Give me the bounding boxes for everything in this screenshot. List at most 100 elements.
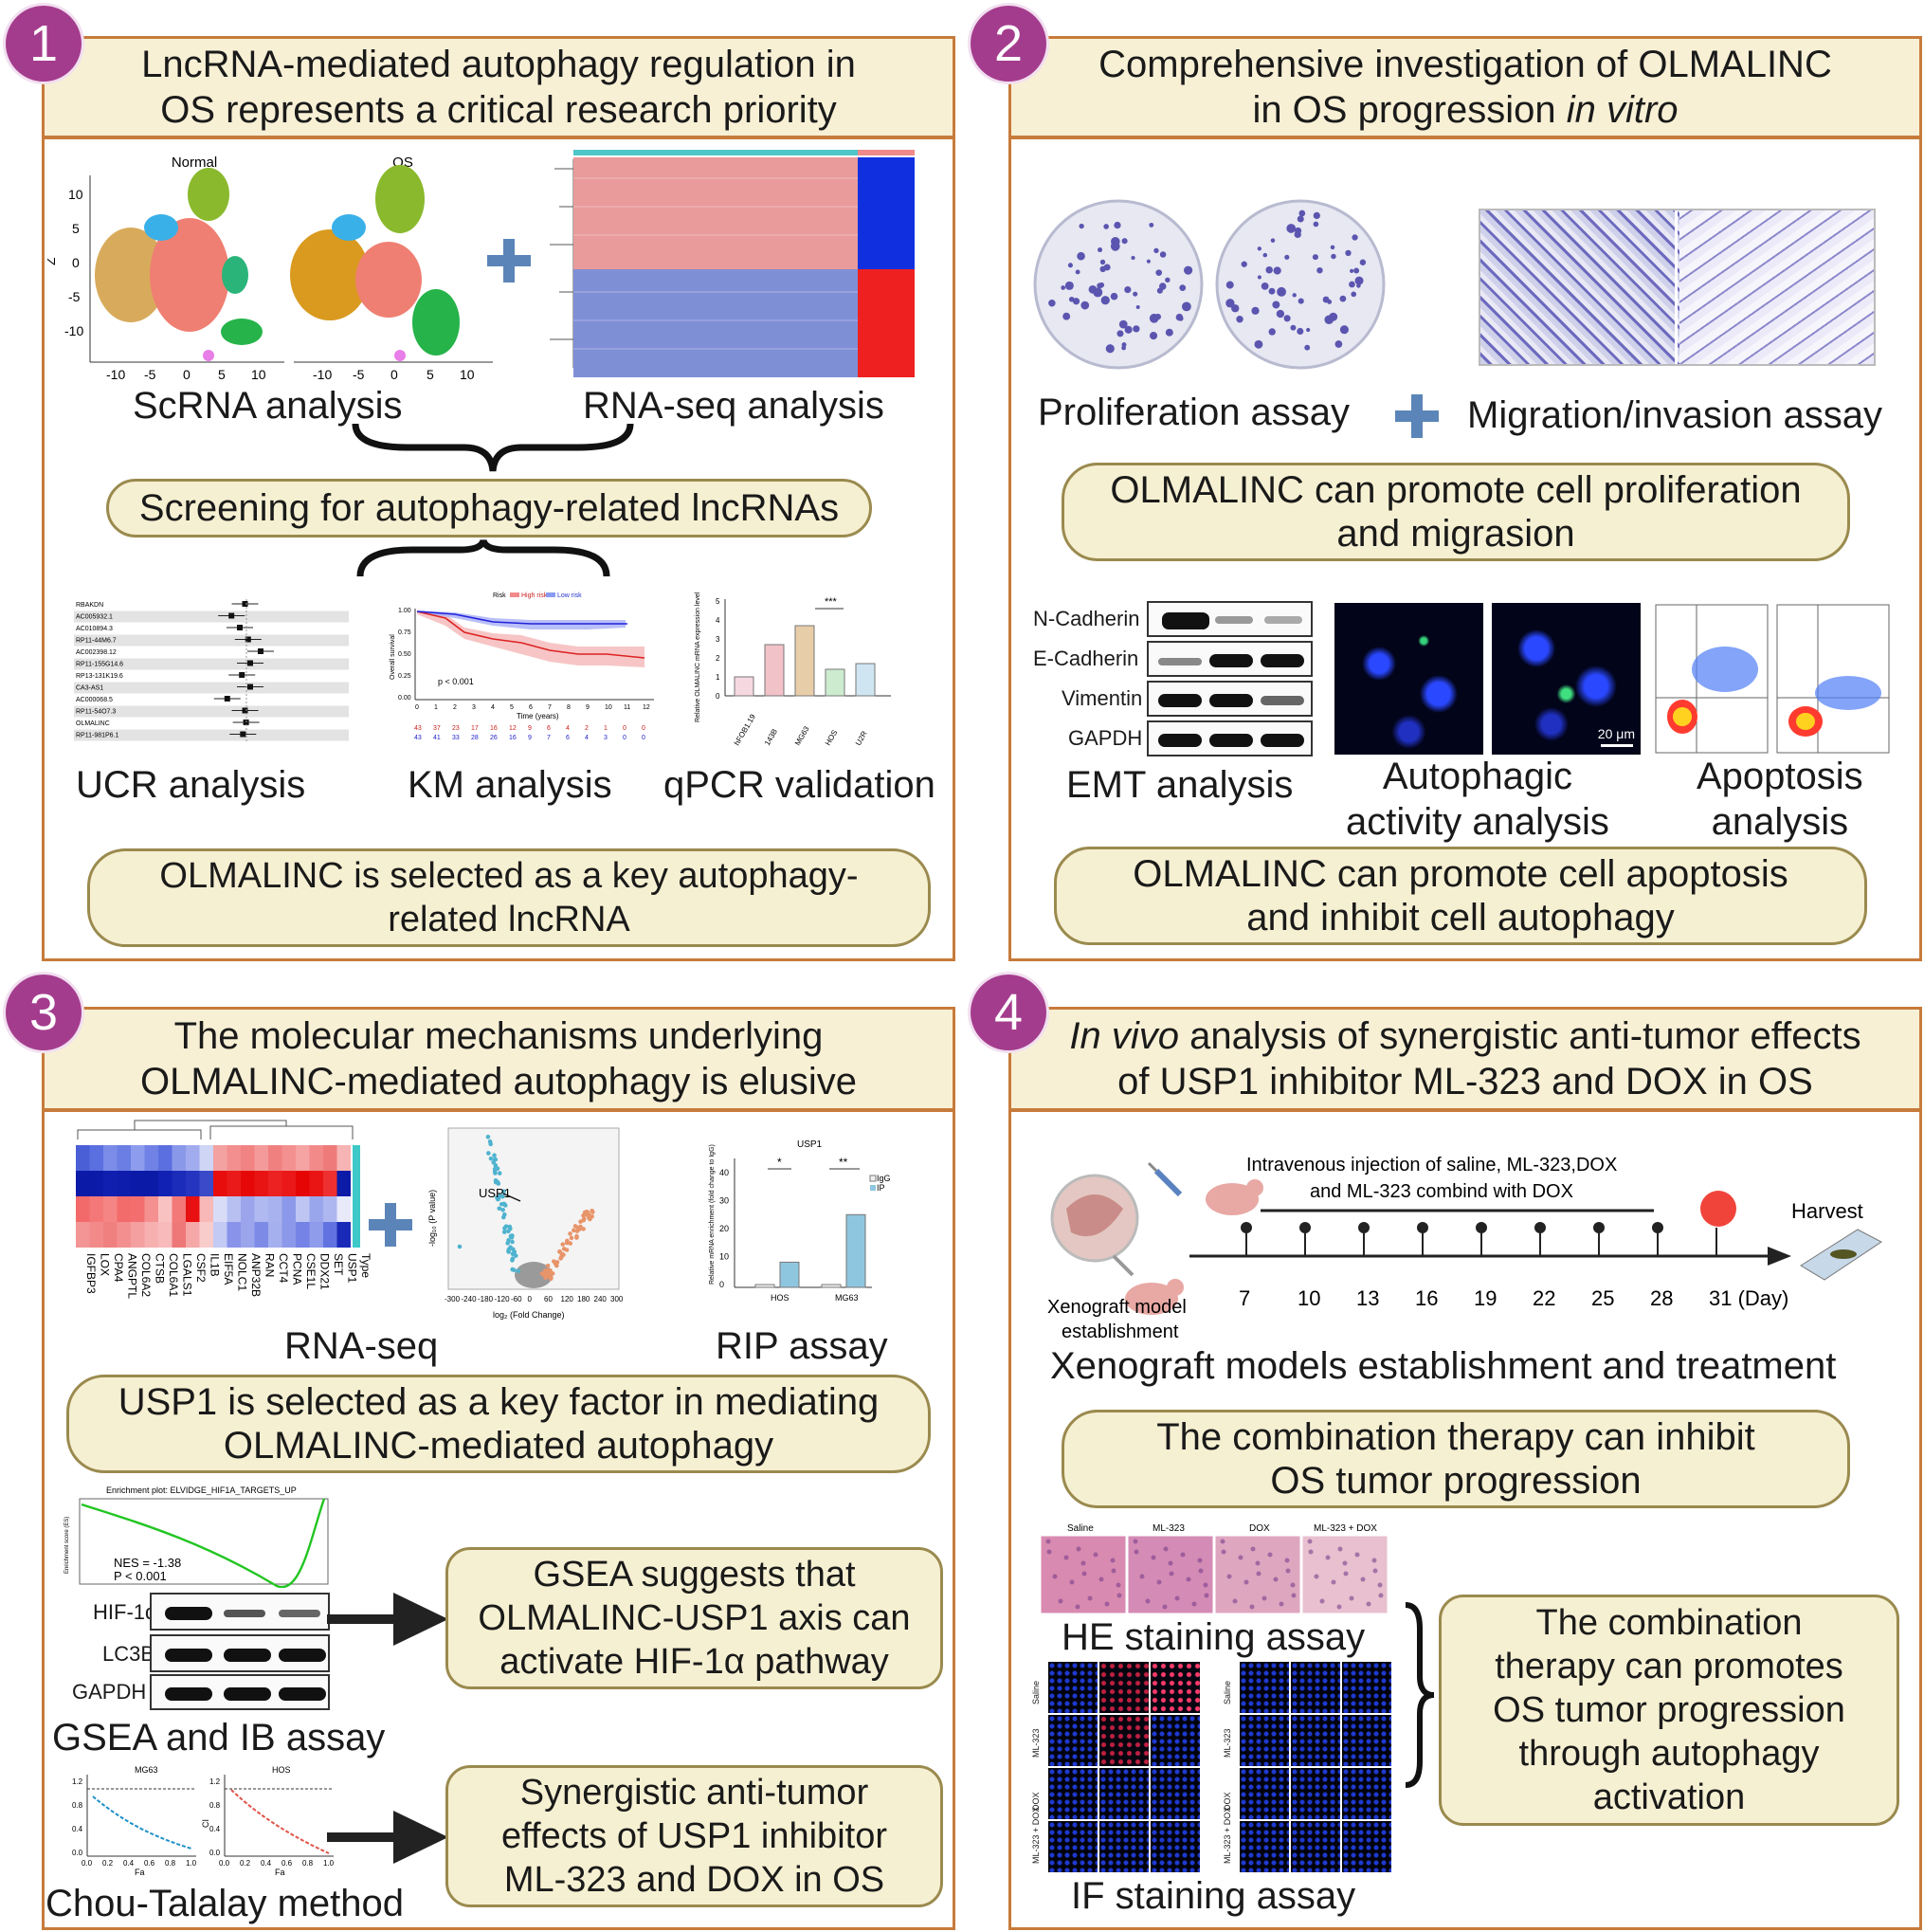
- he-nucleus: [1093, 1552, 1098, 1558]
- volcano-point: [488, 1156, 494, 1161]
- volcano-point: [498, 1194, 502, 1198]
- panel-3-number-badge: 3: [6, 975, 82, 1050]
- volcano-xtick: -300: [445, 1295, 461, 1303]
- volcano-point: [493, 1177, 499, 1183]
- colony-dot: [1133, 325, 1140, 333]
- if-row-label: ML-323: [1223, 1728, 1232, 1758]
- rip-title: USP1: [797, 1139, 823, 1150]
- migration-assay-label: Migration/invasion assay: [1467, 394, 1882, 436]
- volcano-xtick: 180: [577, 1295, 590, 1303]
- colony-dot: [1149, 332, 1158, 340]
- colony-dot: [1339, 325, 1349, 335]
- volcano-point: [552, 1259, 556, 1264]
- ct-ytick: 1.2: [209, 1777, 221, 1786]
- heatmap-cell: [117, 1222, 131, 1248]
- he-nucleus: [1052, 1574, 1058, 1579]
- qpcr-ylabel: Relative OLMALINC mRNA expression level: [695, 592, 701, 722]
- timeline-day-label: 7: [1239, 1286, 1250, 1310]
- volcano-point: [493, 1171, 498, 1176]
- heatmap-cell: [241, 1222, 255, 1248]
- km-risk-low: 4: [585, 735, 589, 741]
- heatmap-cell: [296, 1171, 310, 1196]
- heatmap-cell: [76, 1196, 90, 1222]
- colony-dot: [1181, 301, 1191, 312]
- he-nucleus: [1221, 1549, 1226, 1555]
- colony-dot: [1099, 259, 1106, 265]
- panel-3-box-gsea: GSEA suggests that OLMALINC-USP1 axis can…: [445, 1547, 943, 1689]
- km-risk-low: 28: [471, 735, 479, 741]
- ucr-row-band: [74, 729, 349, 741]
- km-ytick: 0.25: [398, 673, 411, 680]
- ib-label-lc3b: LC3B: [102, 1642, 155, 1666]
- rip-ylabel: Relative mRNA enrichment (fold change to…: [709, 1144, 716, 1285]
- rnaseq-heatmap: [550, 150, 915, 377]
- ct-xtick: 0.2: [102, 1859, 114, 1868]
- if-tile: [1048, 1821, 1098, 1872]
- panel-2-pill-proliferation: OLMALINC can promote cell proliferation a…: [1062, 463, 1850, 561]
- heatmap-gene-label: LOX: [99, 1253, 112, 1276]
- he-nucleus: [1203, 1582, 1208, 1588]
- colony-dot: [1254, 339, 1263, 349]
- if-tile: [1048, 1715, 1098, 1766]
- ct-title-hos: HOS: [272, 1765, 291, 1775]
- heatmap-gene-label: COL6A2: [139, 1253, 153, 1297]
- volcano-point: [499, 1201, 504, 1207]
- if-tile: [1240, 1821, 1289, 1872]
- colony-dot: [1339, 295, 1347, 302]
- ucr-point: [245, 636, 251, 643]
- he-nucleus: [1111, 1568, 1116, 1574]
- ucr-row-band: [74, 658, 349, 670]
- colony-dot: [1356, 283, 1361, 288]
- heatmap-cell: [309, 1196, 323, 1222]
- heatmap-cell: [309, 1222, 323, 1248]
- he-nucleus: [1349, 1595, 1354, 1601]
- ct-xtick: 0.0: [219, 1859, 230, 1868]
- km-xtick: 5: [510, 704, 514, 711]
- ib-blot-lc3b: [150, 1634, 330, 1672]
- km-risk-high: 16: [490, 725, 498, 732]
- km-risk-low: 3: [604, 735, 608, 741]
- he-staining-images: Saline ML-323 DOX ML-323 + DOX: [1041, 1523, 1389, 1614]
- scrna-xtick: -5: [353, 367, 365, 379]
- colony-dot: [1268, 287, 1276, 295]
- colony-dot: [1277, 286, 1286, 297]
- heatmap-gene-label: DDX21: [318, 1253, 332, 1290]
- heatmap-cell: [268, 1222, 282, 1248]
- ucr-point: [247, 660, 253, 666]
- qpcr-bar: [855, 663, 876, 697]
- he-nucleus: [1261, 1595, 1267, 1601]
- panel-2-pill-apoptosis: OLMALINC can promote cell apoptosis and i…: [1054, 847, 1867, 945]
- colony-dot: [1313, 221, 1319, 228]
- heatmap-cell: [199, 1222, 213, 1248]
- km-risk-low: 16: [509, 735, 517, 741]
- he-nucleus: [1168, 1560, 1173, 1566]
- heatmap-cell: [323, 1196, 337, 1222]
- colony-dot: [1298, 210, 1306, 217]
- colony-dot: [1098, 247, 1103, 253]
- volcano-point: [509, 1233, 514, 1238]
- colony-dot: [1270, 238, 1276, 243]
- he-nucleus: [1162, 1604, 1168, 1610]
- timeline-day-label: 28: [1650, 1286, 1673, 1310]
- heatmap-cell: [103, 1196, 118, 1222]
- wb-blot-vimentin: [1147, 681, 1313, 717]
- heatmap-cell: [227, 1196, 241, 1222]
- heatmap-gene-label: ANP32B: [249, 1253, 263, 1297]
- colony-dot: [1062, 312, 1071, 320]
- colony-dot: [1349, 281, 1355, 288]
- if-tile: [1151, 1768, 1200, 1819]
- colony-dot: [1292, 293, 1297, 298]
- rip-legend-ip: IP: [877, 1183, 885, 1193]
- harvest-tumor-icon: [1700, 1191, 1736, 1227]
- km-xtick: 8: [567, 704, 571, 711]
- he-nucleus: [1314, 1574, 1319, 1579]
- he-nucleus: [1174, 1595, 1180, 1601]
- heatmap-cell: [336, 1171, 351, 1196]
- wb-blot-n-cadherin: [1147, 601, 1313, 637]
- injection-line-2: and ML-323 combind with DOX: [1310, 1181, 1573, 1202]
- volcano-point: [554, 1263, 559, 1268]
- he-nucleus: [1243, 1579, 1249, 1585]
- screening-brace: [356, 538, 610, 577]
- colony-dot: [1351, 291, 1357, 298]
- volcano-xtick: -240: [462, 1295, 478, 1303]
